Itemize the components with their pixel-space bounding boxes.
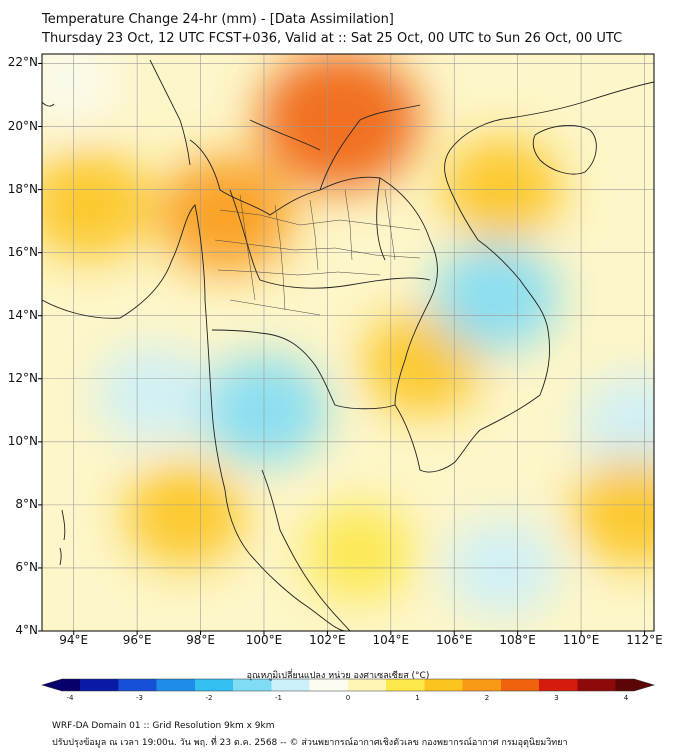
lon-label: 106°E bbox=[435, 633, 473, 647]
footer-credit: ปรับปรุงข้อมูล ณ เวลา 19:00น. วัน พฤ. ที… bbox=[52, 738, 568, 748]
lat-label: 6°N bbox=[15, 559, 38, 574]
field-anomaly-2 bbox=[42, 150, 153, 261]
colorbar bbox=[40, 678, 656, 692]
field-anomaly-7 bbox=[96, 345, 210, 444]
field-anomaly-8 bbox=[578, 374, 654, 479]
lat-label: 12°N bbox=[7, 370, 38, 385]
lon-label: 104°E bbox=[372, 633, 410, 647]
footer-resolution: WRF-DA Domain 01 :: Grid Resolution 9km … bbox=[52, 721, 275, 731]
lon-label: 108°E bbox=[499, 633, 536, 647]
lon-label: 110°E bbox=[562, 633, 600, 647]
map-subtitle: Thursday 23 Oct, 12 UTC FCST+036, Valid … bbox=[42, 31, 623, 46]
lat-label: 8°N bbox=[15, 496, 38, 511]
lat-label: 16°N bbox=[7, 244, 38, 259]
field-anomaly-10 bbox=[124, 462, 245, 567]
colorbar-tick-label: 2 bbox=[484, 694, 490, 702]
field-anomaly-13 bbox=[42, 54, 120, 125]
colorbar-tick-label: 1 bbox=[415, 694, 420, 702]
lon-label: 112°E bbox=[626, 633, 663, 647]
lat-label: 20°N bbox=[7, 118, 38, 133]
lon-label: 96°E bbox=[122, 633, 152, 647]
province-borders bbox=[214, 189, 421, 316]
lat-label: 18°N bbox=[7, 181, 38, 196]
field-anomaly-3 bbox=[362, 310, 483, 415]
lat-label: 22°N bbox=[7, 55, 38, 70]
colorbar-tick-label: -4 bbox=[66, 694, 74, 702]
map-title: Temperature Change 24-hr (mm) - [Data As… bbox=[42, 12, 394, 27]
colorbar-tick-label: -1 bbox=[275, 694, 282, 702]
field-anomaly-11 bbox=[571, 456, 654, 566]
lat-label: 14°N bbox=[7, 307, 38, 322]
field-anomaly-0 bbox=[259, 54, 421, 191]
colorbar-tick-label: 0 bbox=[345, 694, 351, 702]
lon-label: 100°E bbox=[245, 633, 283, 647]
lat-label: 10°N bbox=[7, 433, 38, 448]
colorbar-tick-label: -3 bbox=[136, 694, 143, 702]
lat-label: 4°N bbox=[15, 623, 38, 637]
colorbar-tick-label: -2 bbox=[205, 694, 213, 702]
colorbar-tick-label: 4 bbox=[623, 694, 629, 702]
map-frame bbox=[41, 53, 655, 632]
temperature-field bbox=[42, 54, 654, 618]
colorbar-title: อุณหภูมิเปลี่ยนแปลง หน่วย องศาเซลเซียส (… bbox=[246, 671, 430, 681]
field-anomaly-1 bbox=[158, 155, 294, 274]
field-anomaly-5 bbox=[432, 241, 559, 352]
field-anomaly-12 bbox=[302, 502, 416, 602]
colorbar-tick-label: 3 bbox=[554, 694, 559, 702]
lon-label: 94°E bbox=[59, 633, 89, 647]
lon-label: 102°E bbox=[309, 633, 346, 647]
lon-label: 98°E bbox=[186, 633, 215, 647]
